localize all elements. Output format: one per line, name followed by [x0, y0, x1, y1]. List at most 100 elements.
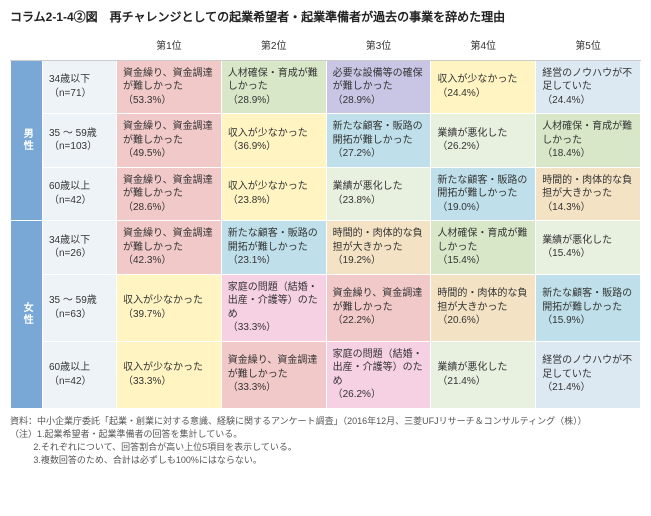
reason-text: 時間的・肉体的な負担が大きかった — [437, 288, 527, 313]
data-cell: 経営のノウハウが不足していた（24.4%） — [536, 60, 641, 114]
reason-text: 家庭の問題（結婚・出産・介護等）のため — [228, 282, 318, 320]
gender-cell: 男性 — [11, 60, 43, 221]
data-cell: 時間的・肉体的な負担が大きかった（14.3%） — [536, 167, 641, 221]
data-cell: 新たな顧客・販路の開拓が難しかった（27.2%） — [326, 114, 431, 168]
footnote-note-1: （注）1.起業希望者・起業準備者の回答を集計している。 — [10, 428, 641, 441]
reason-text: 新たな顧客・販路の開拓が難しかった — [228, 228, 318, 253]
data-cell: 資金繰り、資金調達が難しかった（22.2%） — [326, 274, 431, 341]
age-cell: 60歳以上（n=42） — [43, 341, 117, 408]
reason-text: 資金繰り、資金調達が難しかった — [123, 121, 213, 146]
reason-text: 必要な設備等の確保が難しかった — [333, 68, 423, 93]
reason-pct: （26.2%） — [437, 140, 529, 154]
data-cell: 時間的・肉体的な負担が大きかった（19.2%） — [326, 221, 431, 275]
header-rank-5: 第5位 — [536, 34, 641, 61]
data-cell: 新たな顧客・販路の開拓が難しかった（19.0%） — [431, 167, 536, 221]
reason-text: 業績が悪化した — [437, 362, 507, 373]
table-row: 35 ～ 59歳（n=103）資金繰り、資金調達が難しかった（49.5%）収入が… — [11, 114, 641, 168]
reason-text: 新たな顧客・販路の開拓が難しかった — [542, 288, 632, 313]
header-blank — [11, 34, 117, 61]
reason-text: 時間的・肉体的な負担が大きかった — [333, 228, 423, 253]
reason-text: 資金繰り、資金調達が難しかった — [228, 355, 318, 380]
reason-text: 業績が悪化した — [542, 235, 612, 246]
reason-pct: （33.3%） — [228, 321, 320, 335]
data-cell: 資金繰り、資金調達が難しかった（53.3%） — [117, 60, 222, 114]
data-cell: 人材確保・育成が難しかった（15.4%） — [431, 221, 536, 275]
age-cell: 35 ～ 59歳（n=103） — [43, 114, 117, 168]
reason-text: 人材確保・育成が難しかった — [437, 228, 527, 253]
table-row: 女性34歳以下（n=26）資金繰り、資金調達が難しかった（42.3%）新たな顧客… — [11, 221, 641, 275]
data-cell: 収入が少なかった（23.8%） — [221, 167, 326, 221]
data-cell: 収入が少なかった（39.7%） — [117, 274, 222, 341]
reason-pct: （28.6%） — [123, 201, 215, 215]
reason-text: 新たな顧客・販路の開拓が難しかった — [437, 175, 527, 200]
data-cell: 収入が少なかった（24.4%） — [431, 60, 536, 114]
reason-pct: （15.9%） — [542, 314, 634, 328]
reason-text: 時間的・肉体的な負担が大きかった — [542, 175, 632, 200]
reason-pct: （33.3%） — [228, 381, 320, 395]
reason-pct: （23.8%） — [228, 194, 320, 208]
reason-pct: （21.4%） — [542, 381, 634, 395]
reason-text: 経営のノウハウが不足していた — [542, 355, 632, 380]
table-row: 男性34歳以下（n=71）資金繰り、資金調達が難しかった（53.3%）人材確保・… — [11, 60, 641, 114]
reason-text: 人材確保・育成が難しかった — [228, 68, 318, 93]
data-cell: 収入が少なかった （33.3%） — [117, 341, 222, 408]
reason-text: 人材確保・育成が難しかった — [542, 121, 632, 146]
data-cell: 新たな顧客・販路の開拓が難しかった（15.9%） — [536, 274, 641, 341]
data-cell: 資金繰り、資金調達が難しかった（49.5%） — [117, 114, 222, 168]
reason-pct: （24.4%） — [437, 87, 529, 101]
data-cell: 新たな顧客・販路の開拓が難しかった（23.1%） — [221, 221, 326, 275]
header-rank-4: 第4位 — [431, 34, 536, 61]
reason-pct: （18.4%） — [542, 147, 634, 161]
reason-pct: （22.2%） — [333, 314, 425, 328]
reasons-table: 第1位 第2位 第3位 第4位 第5位 男性34歳以下（n=71）資金繰り、資金… — [10, 33, 641, 409]
reason-pct: （33.3%） — [123, 375, 215, 389]
data-cell: 収入が少なかった（36.9%） — [221, 114, 326, 168]
data-cell: 資金繰り、資金調達が難しかった（28.6%） — [117, 167, 222, 221]
table-row: 60歳以上（n=42）収入が少なかった（33.3%）資金繰り、資金調達が難しかっ… — [11, 341, 641, 408]
footnote-source: 資料：中小企業庁委託「起業・創業に対する意識、経験に関するアンケート調査」（20… — [10, 415, 641, 428]
reason-text: 収入が少なかった — [228, 128, 308, 139]
data-cell: 人材確保・育成が難しかった（28.9%） — [221, 60, 326, 114]
reason-pct: （39.7%） — [123, 308, 215, 322]
reason-pct: （26.2%） — [333, 388, 425, 402]
reason-pct: （19.2%） — [333, 254, 425, 268]
reason-pct: （14.3%） — [542, 201, 634, 215]
gender-cell: 女性 — [11, 221, 43, 409]
table-row: 60歳以上（n=42）資金繰り、資金調達が難しかった（28.6%）収入が少なかっ… — [11, 167, 641, 221]
reason-text: 資金繰り、資金調達が難しかった — [123, 175, 213, 200]
reason-text: 新たな顧客・販路の開拓が難しかった — [333, 121, 423, 146]
reason-pct: （36.9%） — [228, 140, 320, 154]
data-cell: 業績が悪化した（26.2%） — [431, 114, 536, 168]
reason-text: 家庭の問題（結婚・出産・介護等）のため — [333, 349, 423, 387]
data-cell: 人材確保・育成が難しかった（18.4%） — [536, 114, 641, 168]
header-rank-1: 第1位 — [117, 34, 222, 61]
data-cell: 業績が悪化した （23.8%） — [326, 167, 431, 221]
table-row: 35 ～ 59歳（n=63）収入が少なかった（39.7%）家庭の問題（結婚・出産… — [11, 274, 641, 341]
reason-pct: （23.8%） — [333, 194, 425, 208]
reason-text: 業績が悪化した — [437, 128, 507, 139]
reason-pct: （28.9%） — [333, 94, 425, 108]
data-cell: 業績が悪化した（15.4%） — [536, 221, 641, 275]
reason-text: 資金繰り、資金調達が難しかった — [123, 228, 213, 253]
header-rank-3: 第3位 — [326, 34, 431, 61]
reason-text: 資金繰り、資金調達が難しかった — [333, 288, 423, 313]
reason-pct: （49.5%） — [123, 147, 215, 161]
reason-text: 業績が悪化した — [333, 181, 403, 192]
reason-pct: （28.9%） — [228, 94, 320, 108]
reason-pct: （53.3%） — [123, 94, 215, 108]
age-cell: 35 ～ 59歳（n=63） — [43, 274, 117, 341]
data-cell: 経営のノウハウが不足していた（21.4%） — [536, 341, 641, 408]
header-row: 第1位 第2位 第3位 第4位 第5位 — [11, 34, 641, 61]
data-cell: 資金繰り、資金調達が難しかった（42.3%） — [117, 221, 222, 275]
age-cell: 60歳以上（n=42） — [43, 167, 117, 221]
footnote-note-3: 3.複数回答のため、合計は必ずしも100%にはならない。 — [10, 454, 641, 467]
reason-text: 収入が少なかった — [123, 362, 203, 373]
data-cell: 家庭の問題（結婚・出産・介護等）のため（33.3%） — [221, 274, 326, 341]
footnotes: 資料：中小企業庁委託「起業・創業に対する意識、経験に関するアンケート調査」（20… — [10, 415, 641, 467]
figure-title: コラム2-1-4②図 再チャレンジとしての起業希望者・起業準備者が過去の事業を辞… — [10, 8, 641, 25]
reason-pct: （42.3%） — [123, 254, 215, 268]
data-cell: 家庭の問題（結婚・出産・介護等）のため（26.2%） — [326, 341, 431, 408]
reason-pct: （24.4%） — [542, 94, 634, 108]
footnote-note-2: 2.それぞれについて、回答割合が高い上位5項目を表示している。 — [10, 441, 641, 454]
data-cell: 業績が悪化した（21.4%） — [431, 341, 536, 408]
